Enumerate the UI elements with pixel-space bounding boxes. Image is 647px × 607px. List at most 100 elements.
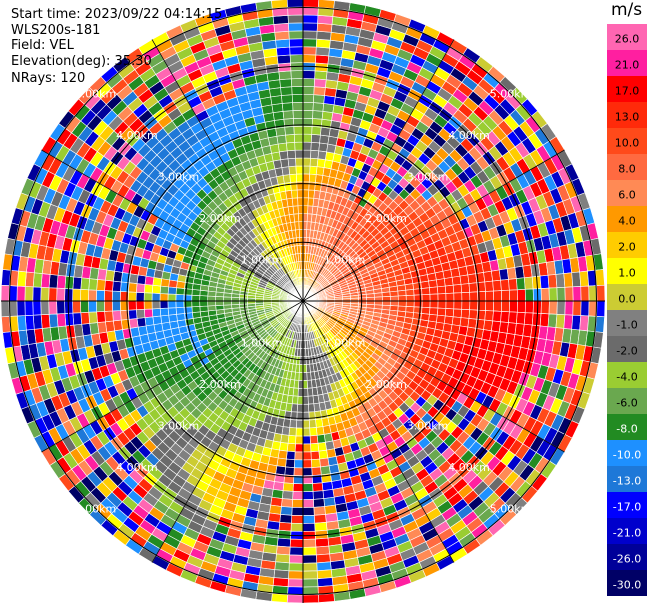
velocity-gate [40,313,51,329]
velocity-gate [215,300,224,306]
velocity-gate [274,30,290,41]
ring-label: 2.00km [365,212,407,225]
velocity-gate [547,274,558,289]
velocity-gate [289,419,298,429]
velocity-gate [579,315,590,332]
velocity-gate [284,182,292,192]
velocity-gate [413,288,423,296]
velocity-gate [231,300,240,306]
velocity-gate [580,300,590,317]
velocity-gate [501,289,510,302]
velocity-gate [443,277,454,287]
velocity-gate [289,538,304,548]
velocity-gate [296,189,304,199]
velocity-gate [468,282,478,293]
velocity-gate [282,174,291,184]
velocity-gate [313,78,327,88]
velocity-gate [315,418,324,428]
velocity-gate [540,300,550,315]
velocity-gate [452,308,463,318]
velocity-gate [302,46,317,56]
velocity-gate [292,109,304,119]
velocity-gate [80,311,90,325]
velocity-gate [88,289,97,302]
velocity-gate [88,278,98,291]
velocity-gate [151,308,162,318]
velocity-gate [288,427,297,437]
velocity-gate [128,282,138,293]
velocity-gate [32,286,42,302]
velocity-gate [175,306,185,315]
velocity-gate [279,514,293,524]
velocity-gate [397,289,407,297]
velocity-gate [302,483,314,493]
velocity-gate [32,314,43,330]
velocity-gate [293,213,300,223]
velocity-gate [281,490,294,500]
velocity-gate [405,300,415,308]
velocity-gate [40,300,50,316]
velocity-gate [445,292,455,302]
colorbar-tick-label: -2.0 [616,344,637,357]
velocity-gate [302,507,315,516]
velocity-gate [288,22,304,32]
velocity-gate [310,450,320,461]
velocity-gate [302,125,313,135]
velocity-gate [382,300,391,306]
velocity-gate [556,300,566,316]
velocity-gate [397,295,407,302]
velocity-gate [24,271,35,288]
colorbar-tick-label: 17.0 [615,84,640,97]
velocity-gate [292,205,299,215]
velocity-gate [595,316,605,333]
velocity-gate [24,300,34,316]
instrument-label: WLS200s-181 [11,23,101,38]
velocity-gate [429,307,439,316]
velocity-gate [539,313,550,328]
velocity-gate [281,94,293,104]
velocity-gate [302,443,312,453]
velocity-gate [539,274,550,289]
velocity-gate [485,290,495,302]
velocity-gate [484,280,494,292]
colorbar-tick-label: -30.0 [613,578,641,591]
velocity-gate [429,293,439,302]
ring-label: 4.00km [116,461,158,474]
velocity-gate [48,313,59,328]
velocity-gate [104,300,113,312]
velocity-gate [421,306,431,315]
velocity-gate [72,312,83,326]
velocity-gate [289,546,304,556]
velocity-gate [72,276,83,290]
velocity-gate [298,380,304,389]
velocity-gate [276,46,291,57]
ring-label: 3.00km [158,170,200,183]
velocity-gate [289,54,304,64]
velocity-gate [308,419,317,429]
velocity-gate [275,38,291,49]
velocity-gate [314,70,328,81]
velocity-gate [444,308,455,318]
velocity-gate [296,403,304,413]
velocity-gate [191,294,201,302]
velocity-gate [374,296,383,302]
velocity-gate [320,126,331,137]
velocity-gate [313,498,325,508]
velocity-gate [436,278,446,288]
nrays-label: NRays: 120 [11,71,86,86]
velocity-gate [314,521,328,532]
velocity-gate [302,387,309,397]
velocity-gate [493,290,502,302]
velocity-gate [215,304,225,311]
velocity-gate [279,150,289,161]
velocity-gate [291,86,304,95]
ring-label: 1.00km [324,337,366,350]
velocity-gate [302,102,314,111]
colorbar-tick-label: -17.0 [613,500,641,513]
velocity-gate [311,126,322,136]
velocity-gate [312,102,325,112]
velocity-gate [295,165,304,175]
velocity-gate [302,594,320,604]
velocity-gate [175,294,185,302]
velocity-gate [32,300,42,316]
